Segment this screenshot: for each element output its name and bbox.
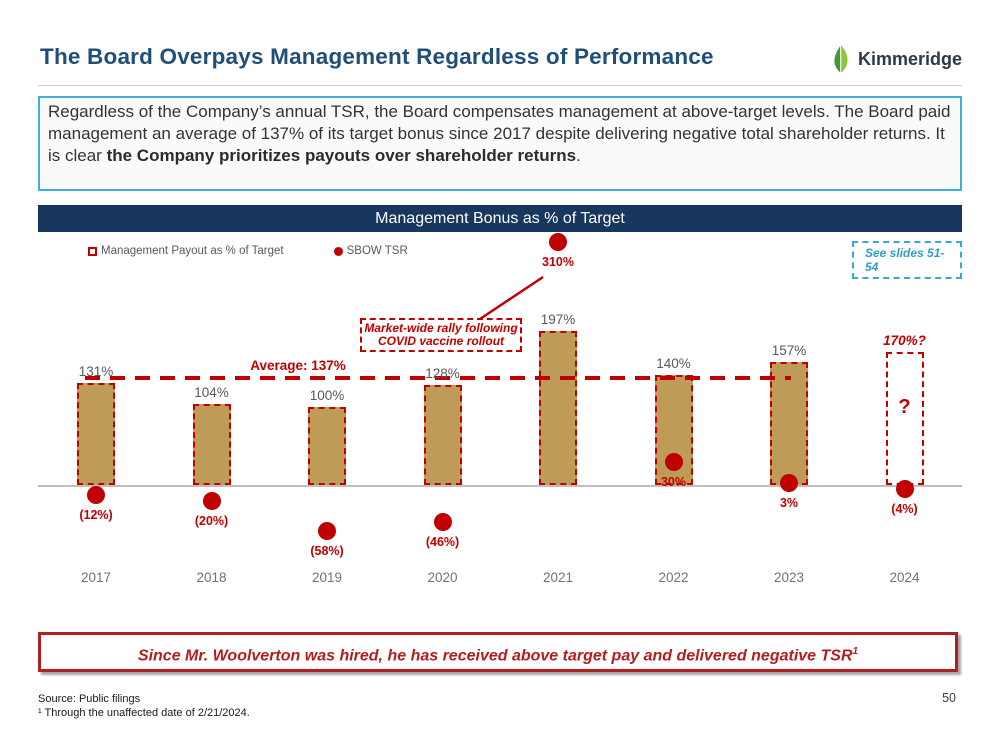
tsr-value-label-2021: 310% — [542, 254, 574, 269]
annotation-line-1: Market-wide rally following — [364, 321, 518, 335]
chart-lines-overlay — [85, 275, 791, 380]
chart-legend: Management Payout as % of Target SBOW TS… — [88, 245, 408, 257]
callout-footnote-marker: 1 — [852, 646, 859, 657]
intro-text: Regardless of the Company’s annual TSR, … — [48, 102, 951, 165]
payout-value-label-2023: 157% — [771, 343, 807, 359]
tsr-dot-2023 — [780, 474, 798, 493]
footer-notes: Source: Public filings ¹ Through the una… — [38, 692, 250, 720]
tsr-dot-2024 — [895, 479, 914, 498]
payout-bar-2017 — [77, 382, 115, 486]
payout-bar-2023 — [770, 362, 808, 486]
tsr-dot-2021 — [549, 232, 567, 251]
payout-bar-2024: ? — [885, 351, 924, 486]
payout-value-label-2019: 100% — [309, 387, 345, 403]
x-axis-label-2019: 2019 — [311, 570, 343, 585]
tsr-dot-2019 — [318, 522, 336, 541]
tsr-value-label-2024: (4%) — [891, 501, 918, 516]
legend-payout-label: Management Payout as % of Target — [101, 245, 284, 257]
payout-value-label-2021: 197% — [540, 311, 576, 327]
source-note: Source: Public filings — [38, 693, 141, 705]
average-line-label: Average: 137% — [250, 358, 346, 373]
tsr-value-label-2017: (12%) — [79, 507, 113, 522]
title-divider — [38, 85, 962, 86]
payout-value-label-2018: 104% — [194, 384, 229, 400]
x-axis-label-2022: 2022 — [658, 570, 689, 585]
see-slides-note: See slides 51-54 — [852, 241, 962, 279]
payout-bar-2021 — [539, 330, 577, 486]
legend-tsr-label: SBOW TSR — [346, 245, 408, 257]
tsr-dot-2017 — [87, 485, 105, 504]
intro-text-bold: the Company prioritizes payouts over sha… — [106, 146, 577, 165]
annotation-line-2: COVID vaccine rollout — [377, 334, 505, 348]
intro-box: Regardless of the Company’s annual TSR, … — [38, 96, 962, 191]
chart-title-bar: Management Bonus as % of Target — [38, 205, 962, 232]
projected-question-mark: ? — [898, 395, 911, 418]
x-axis-label-2023: 2023 — [773, 570, 805, 585]
x-axis-label-2018: 2018 — [196, 570, 227, 585]
zero-axis-line — [38, 485, 962, 487]
payout-bar-2019 — [308, 406, 346, 486]
tsr-value-label-2020: (46%) — [425, 534, 460, 549]
chart-title: Management Bonus as % of Target — [375, 210, 625, 227]
callout-banner: Since Mr. Woolverton was hired, he has r… — [38, 632, 958, 672]
payout-bar-swatch-icon — [88, 246, 97, 256]
tsr-dot-2018 — [202, 492, 221, 511]
x-axis-label-2017: 2017 — [80, 570, 112, 585]
x-axis-label-2024: 2024 — [889, 570, 920, 585]
footnote: ¹ Through the unaffected date of 2/21/20… — [38, 707, 250, 719]
x-axis-label-2020: 2020 — [427, 570, 458, 585]
tsr-value-label-2022: 30% — [660, 474, 687, 489]
callout-text: Since Mr. Woolverton was hired, he has r… — [137, 647, 853, 665]
tsr-value-label-2018: (20%) — [194, 514, 229, 529]
covid-rally-annotation: Market-wide rally following COVID vaccin… — [360, 318, 522, 352]
legend-item-payout: Management Payout as % of Target — [88, 245, 284, 257]
chart-plot: Management Payout as % of Target SBOW TS… — [38, 232, 962, 600]
kimmeridge-logo: Kimmeridge — [830, 44, 962, 74]
leaf-icon — [834, 45, 848, 73]
tsr-dot-2020 — [433, 512, 452, 531]
legend-item-tsr: SBOW TSR — [333, 245, 408, 257]
x-axis-label-2021: 2021 — [542, 570, 574, 585]
payout-value-label-2020: 128% — [425, 365, 460, 381]
payout-bar-2020 — [423, 384, 462, 486]
tsr-value-label-2023: 3% — [779, 496, 799, 511]
page-title: The Board Overpays Management Regardless… — [40, 44, 714, 69]
tsr-value-label-2019: (58%) — [310, 544, 344, 559]
tsr-dot-swatch-icon — [333, 246, 343, 256]
logo-wordmark: Kimmeridge — [857, 48, 962, 69]
payout-bar-2018 — [192, 403, 231, 486]
tsr-dot-2022 — [664, 452, 683, 471]
page-number: 50 — [942, 691, 956, 705]
payout-value-label-2017: 131% — [78, 363, 114, 379]
payout-value-label-2022: 140% — [656, 356, 691, 372]
payout-value-label-2024: 170%? — [883, 332, 926, 348]
